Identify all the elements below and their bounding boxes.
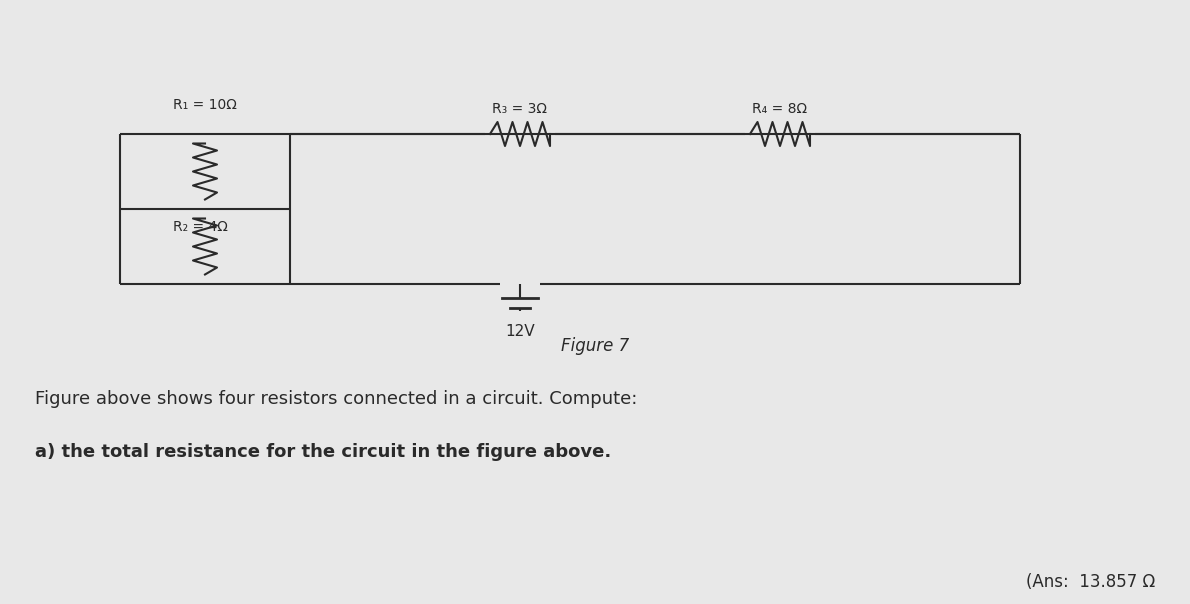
Text: R₁ = 10Ω: R₁ = 10Ω (173, 98, 237, 112)
Text: a) the total resistance for the circuit in the figure above.: a) the total resistance for the circuit … (35, 443, 612, 461)
Text: Figure 7: Figure 7 (560, 337, 630, 355)
Text: R₃ = 3Ω: R₃ = 3Ω (493, 102, 547, 116)
Text: (Ans:  13.857 Ω: (Ans: 13.857 Ω (1026, 573, 1155, 591)
Text: Figure above shows four resistors connected in a circuit. Compute:: Figure above shows four resistors connec… (35, 390, 638, 408)
Text: R₄ = 8Ω: R₄ = 8Ω (752, 102, 808, 116)
Text: R₂ = 4Ω: R₂ = 4Ω (173, 220, 227, 234)
Text: 12V: 12V (506, 324, 534, 339)
